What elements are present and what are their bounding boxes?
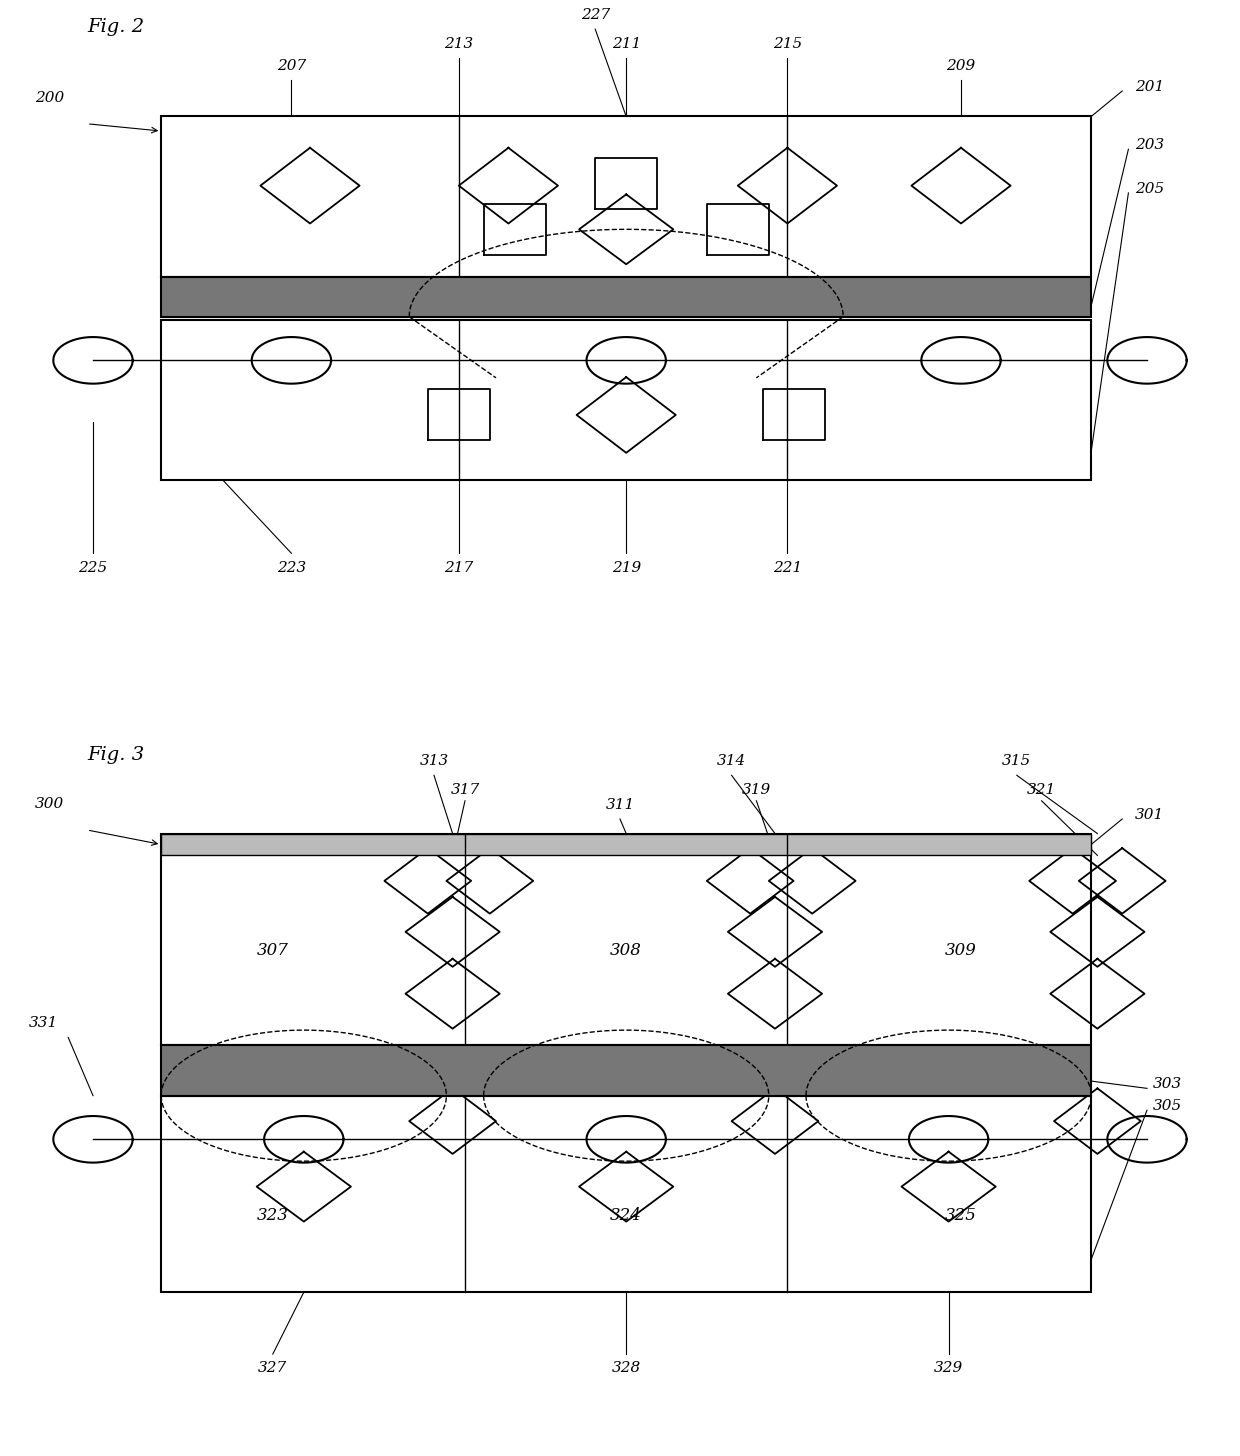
Text: 308: 308 xyxy=(610,942,642,958)
Text: 311: 311 xyxy=(605,798,635,812)
Text: 227: 227 xyxy=(580,7,610,22)
Text: 217: 217 xyxy=(444,561,474,575)
Bar xyxy=(161,116,1091,277)
Text: 215: 215 xyxy=(773,36,802,51)
Bar xyxy=(161,1045,1091,1095)
Bar xyxy=(161,833,1091,1045)
Text: 211: 211 xyxy=(611,36,641,51)
Text: 223: 223 xyxy=(277,561,306,575)
Bar xyxy=(161,277,1091,317)
Bar xyxy=(161,1095,1091,1293)
Text: 209: 209 xyxy=(946,58,976,73)
Text: 315: 315 xyxy=(1002,754,1032,767)
Text: 321: 321 xyxy=(1027,783,1056,796)
Text: Fig. 2: Fig. 2 xyxy=(87,17,144,36)
Text: 319: 319 xyxy=(742,783,771,796)
Text: 307: 307 xyxy=(257,942,289,958)
Text: 327: 327 xyxy=(258,1361,288,1376)
Bar xyxy=(161,833,1091,855)
Text: 325: 325 xyxy=(945,1207,977,1224)
Text: 329: 329 xyxy=(934,1361,963,1376)
Text: 201: 201 xyxy=(1135,80,1164,95)
Text: 313: 313 xyxy=(419,754,449,767)
Bar xyxy=(161,320,1091,480)
Text: 314: 314 xyxy=(717,754,746,767)
Text: 305: 305 xyxy=(1153,1099,1183,1114)
Text: Fig. 3: Fig. 3 xyxy=(87,745,144,764)
Text: 205: 205 xyxy=(1135,182,1164,197)
Text: 309: 309 xyxy=(945,942,977,958)
Text: 213: 213 xyxy=(444,36,474,51)
Text: 317: 317 xyxy=(450,783,480,796)
Text: 303: 303 xyxy=(1153,1077,1183,1092)
Text: 331: 331 xyxy=(29,1016,58,1031)
Text: 323: 323 xyxy=(257,1207,289,1224)
Text: 328: 328 xyxy=(611,1361,641,1376)
Text: 300: 300 xyxy=(35,796,64,811)
Text: 225: 225 xyxy=(78,561,108,575)
Text: 200: 200 xyxy=(35,90,64,105)
Text: 221: 221 xyxy=(773,561,802,575)
Text: 203: 203 xyxy=(1135,138,1164,153)
Text: 324: 324 xyxy=(610,1207,642,1224)
Text: 301: 301 xyxy=(1135,808,1164,823)
Text: 219: 219 xyxy=(611,561,641,575)
Text: 207: 207 xyxy=(277,58,306,73)
